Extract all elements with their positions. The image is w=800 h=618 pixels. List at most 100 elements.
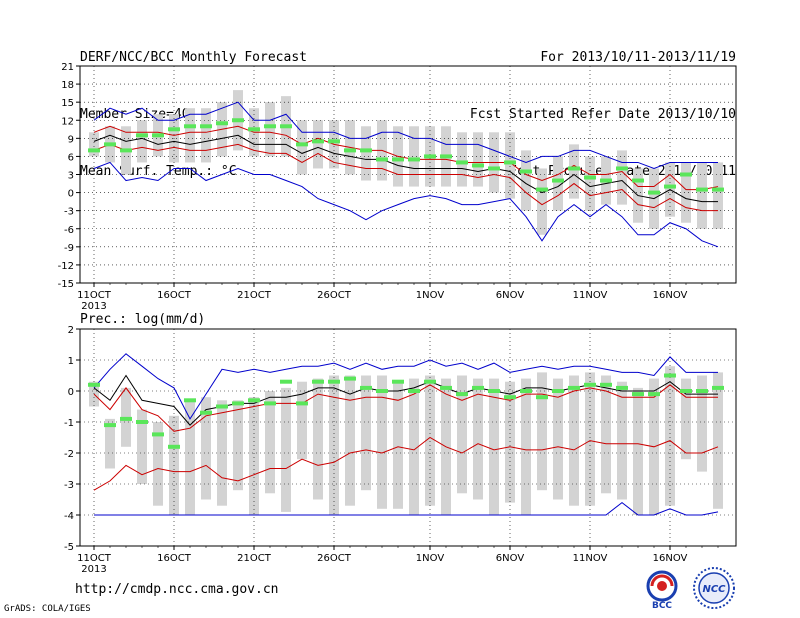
spread-bar — [713, 162, 723, 229]
y-tick-label: -6 — [64, 225, 74, 236]
observed-marker — [280, 124, 292, 129]
observed-marker — [184, 124, 196, 129]
y-tick-label: 18 — [61, 80, 74, 91]
observed-marker — [88, 148, 100, 153]
series-p_low — [93, 436, 719, 491]
observed-marker — [216, 121, 228, 126]
spread-bar — [505, 132, 515, 199]
spread-bar — [633, 387, 643, 515]
spread-bar — [313, 378, 323, 500]
spread-bar — [473, 378, 483, 500]
observed-marker — [520, 169, 532, 174]
spread-bar — [537, 168, 547, 235]
observed-marker — [360, 385, 372, 390]
observed-marker — [664, 184, 676, 189]
spread-bar — [585, 156, 595, 211]
observed-marker — [712, 187, 724, 192]
observed-marker — [664, 373, 676, 378]
x-tick-label: 1NOV — [416, 553, 445, 564]
observed-marker — [184, 398, 196, 403]
y-tick-label: 0 — [68, 387, 74, 398]
y-tick-label: 21 — [61, 62, 74, 73]
x-tick-year: 2013 — [81, 564, 106, 575]
spread-bar — [233, 400, 243, 491]
spread-bar — [265, 391, 275, 494]
observed-marker — [360, 148, 372, 153]
spread-bar — [217, 400, 227, 506]
y-tick-label: -4 — [64, 511, 74, 522]
observed-marker — [568, 385, 580, 390]
ncc-logo-text: NCC — [702, 584, 726, 595]
x-tick-label: 26OCT — [317, 553, 352, 564]
spread-bar — [137, 120, 147, 163]
x-tick-label: 11OCT — [77, 553, 112, 564]
series-min — [93, 161, 719, 248]
series-p_low — [93, 143, 718, 212]
observed-marker — [552, 178, 564, 183]
y-tick-label: -1 — [64, 418, 74, 429]
observed-marker — [200, 410, 212, 415]
observed-marker — [472, 385, 484, 390]
y-tick-label: 2 — [68, 325, 74, 336]
panel-frame — [79, 328, 737, 547]
y-tick-label: 15 — [61, 98, 74, 109]
spread-bar — [393, 381, 403, 509]
observed-marker — [248, 127, 260, 132]
observed-marker — [616, 166, 628, 171]
spread-bar — [505, 381, 515, 503]
spread-bar — [617, 150, 627, 205]
spread-bar — [409, 378, 419, 515]
series-p_high — [93, 125, 719, 191]
y-tick-label: 1 — [68, 356, 74, 367]
observed-marker — [152, 133, 164, 138]
y-tick-label: 6 — [68, 152, 74, 163]
source-url[interactable]: http://cmdp.ncc.cma.gov.cn — [75, 582, 279, 597]
observed-marker — [456, 392, 468, 397]
x-tick-label: 21OCT — [237, 553, 272, 564]
spread-bar — [569, 144, 579, 199]
spread-bar — [473, 132, 483, 187]
series-mean — [93, 134, 718, 203]
observed-marker — [152, 432, 164, 437]
observed-marker — [376, 389, 388, 393]
observed-marker — [328, 379, 340, 384]
observed-marker — [264, 401, 276, 406]
y-tick-label: 12 — [61, 116, 74, 127]
spread-bar — [137, 409, 147, 484]
ncc-logo: NCC — [693, 567, 735, 609]
spread-bar — [201, 397, 211, 500]
spread-bar — [537, 372, 547, 491]
spread-bar — [409, 126, 419, 187]
x-tick-label: 16OCT — [157, 290, 192, 301]
spread-bar — [265, 102, 275, 157]
spread-bar — [521, 378, 531, 515]
observed-marker — [168, 444, 180, 449]
observed-marker — [136, 420, 148, 424]
observed-marker — [248, 398, 260, 403]
observed-marker — [408, 157, 420, 162]
observed-marker — [696, 187, 708, 192]
y-tick-label: -5 — [64, 542, 74, 553]
y-tick-label: 9 — [68, 134, 74, 145]
observed-marker — [488, 166, 500, 171]
observed-marker — [392, 157, 404, 162]
observed-marker — [520, 389, 532, 393]
x-tick-label: 6NOV — [496, 553, 525, 564]
series-max — [93, 101, 718, 170]
observed-marker — [104, 423, 116, 428]
spread-bar — [377, 375, 387, 509]
observed-marker — [488, 389, 500, 393]
observed-marker — [200, 124, 212, 129]
spread-bar — [553, 378, 563, 500]
observed-marker — [648, 190, 660, 195]
spread-bar — [681, 378, 691, 460]
y-tick-label: -9 — [64, 243, 74, 254]
observed-marker — [296, 401, 308, 406]
chart-title: DERF/NCC/BCC Monthly Forecast — [80, 50, 307, 65]
spread-bar — [313, 120, 323, 169]
spread-bar — [89, 132, 99, 157]
x-tick-label: 11OCT — [77, 290, 112, 301]
observed-marker — [88, 382, 100, 387]
observed-marker — [616, 385, 628, 390]
spread-bar — [105, 418, 115, 469]
